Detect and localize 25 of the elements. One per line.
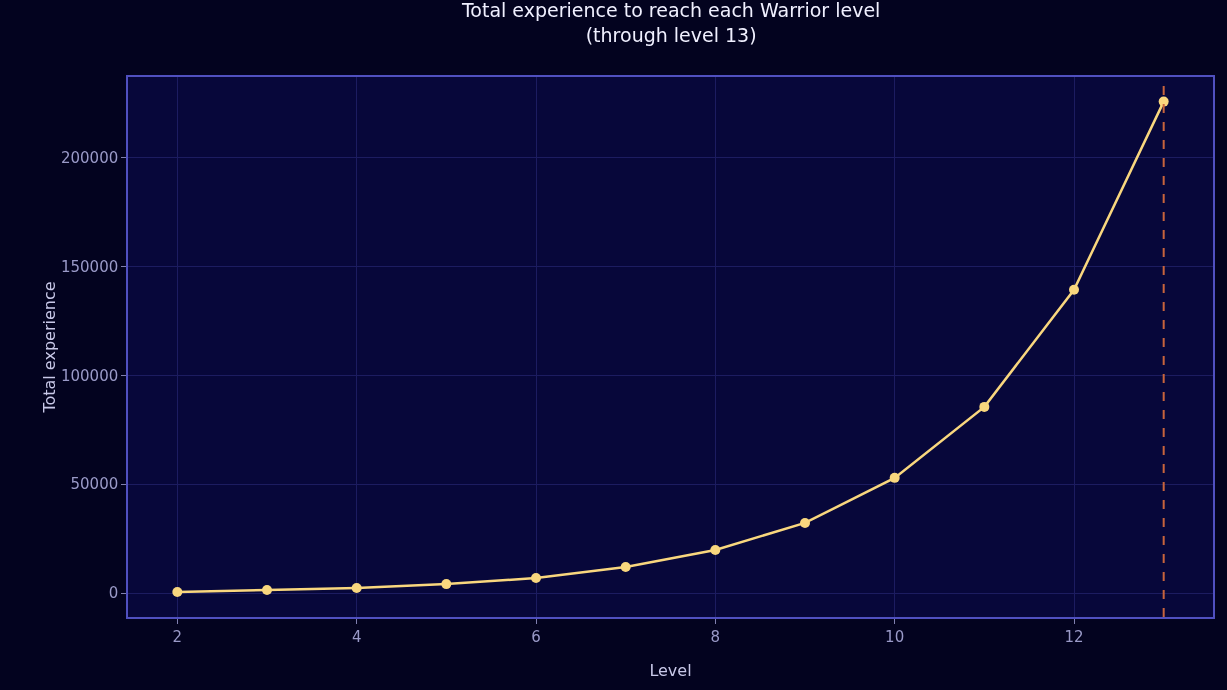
point xyxy=(172,586,183,597)
point xyxy=(979,401,990,412)
chart-title: Total experience to reach each Warrior level (through level 13) xyxy=(460,0,881,46)
y-tick-label: 100000 xyxy=(60,366,119,385)
y-tick-label: 0 xyxy=(108,584,119,603)
x-tick-label: 4 xyxy=(351,627,362,646)
point xyxy=(261,585,272,595)
point xyxy=(710,544,721,555)
x-axis-title: Level xyxy=(649,660,692,680)
point xyxy=(1069,284,1080,295)
x-tick-label: 8 xyxy=(710,627,721,646)
y-tick-label: 50000 xyxy=(70,475,119,494)
y-axis-title: Total experience xyxy=(39,281,59,414)
point xyxy=(441,579,452,590)
x-tick-label: 2 xyxy=(172,627,183,646)
point xyxy=(889,472,900,483)
x-tick-label: 12 xyxy=(1064,627,1084,646)
point xyxy=(531,573,541,584)
y-tick-label: 150000 xyxy=(60,257,119,276)
point xyxy=(800,517,810,528)
x-tick-label: 10 xyxy=(885,627,905,646)
x-tick-label: 6 xyxy=(531,627,541,646)
point xyxy=(351,583,362,594)
y-tick-label: 200000 xyxy=(60,148,119,167)
point xyxy=(620,561,631,572)
